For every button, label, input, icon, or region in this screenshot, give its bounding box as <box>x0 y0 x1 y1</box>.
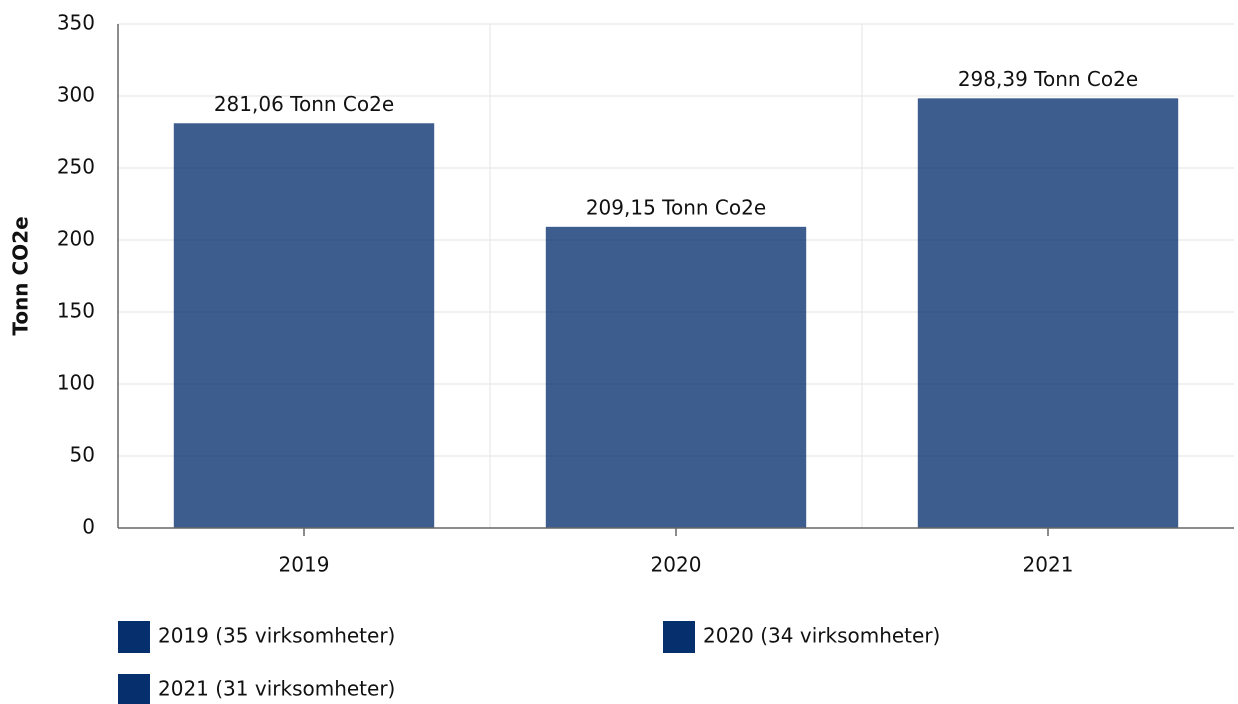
legend-swatch <box>118 621 150 653</box>
x-tick-label: 2020 <box>651 553 702 577</box>
bar <box>545 226 807 528</box>
y-tick-label: 0 <box>82 515 95 539</box>
y-tick-label: 50 <box>70 443 95 467</box>
y-tick-label: 350 <box>57 11 95 35</box>
y-tick-label: 150 <box>57 299 95 323</box>
x-tick-label: 2019 <box>279 553 330 577</box>
value-label: 209,15 Tonn Co2e <box>586 195 766 219</box>
y-tick-label: 250 <box>57 155 95 179</box>
bar <box>917 98 1179 529</box>
value-label: 281,06 Tonn Co2e <box>214 92 394 116</box>
legend-swatch <box>663 621 695 653</box>
y-tick-label: 200 <box>57 227 95 251</box>
value-label: 298,39 Tonn Co2e <box>958 67 1138 91</box>
legend-label: 2019 (35 virksomheter) <box>158 624 395 648</box>
y-tick-label: 300 <box>57 83 95 107</box>
x-tick-label: 2021 <box>1023 553 1074 577</box>
legend-swatch <box>118 674 150 704</box>
y-axis-label: Tonn CO2e <box>9 216 33 335</box>
legend-label: 2020 (34 virksomheter) <box>703 624 940 648</box>
y-tick-label: 100 <box>57 371 95 395</box>
bar <box>173 123 435 529</box>
legend-label: 2021 (31 virksomheter) <box>158 677 395 701</box>
